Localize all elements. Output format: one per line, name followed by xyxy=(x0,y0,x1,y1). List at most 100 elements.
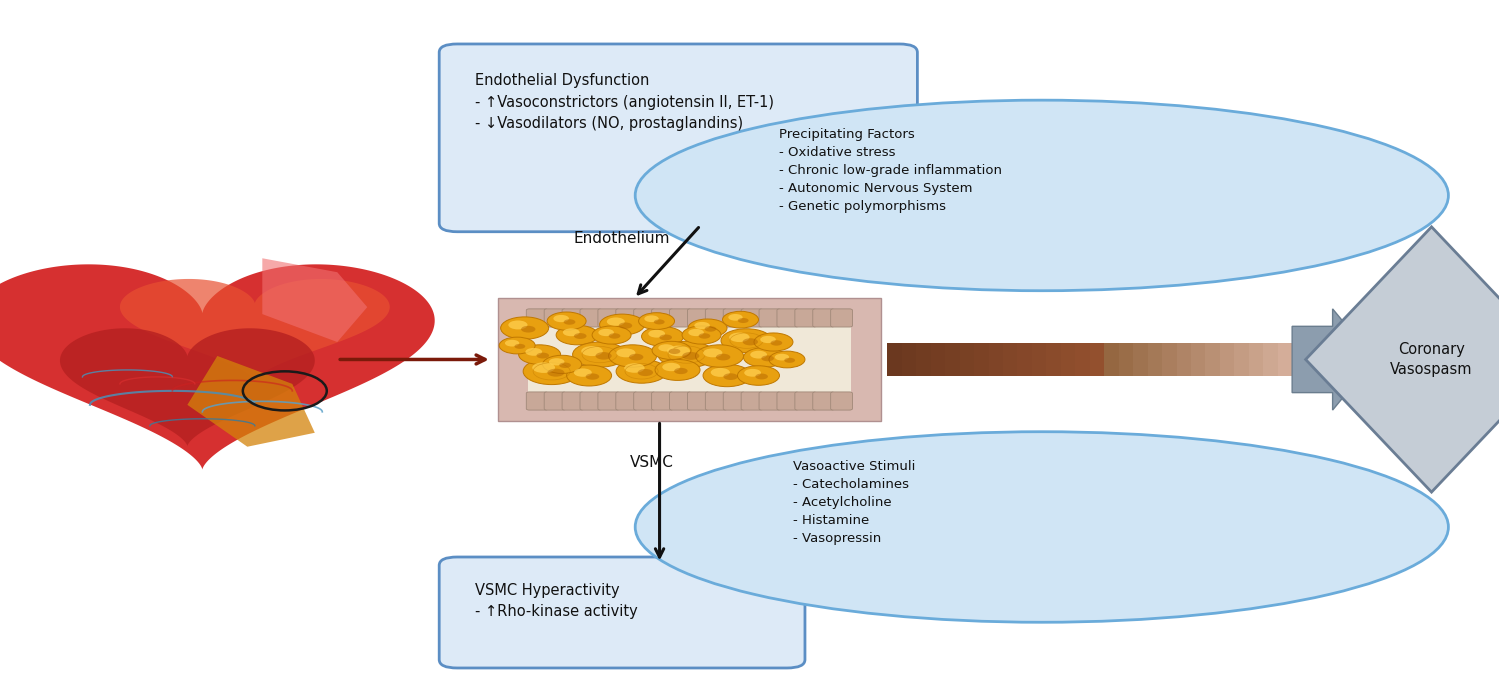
Circle shape xyxy=(703,364,751,387)
Bar xyxy=(1118,343,1133,376)
Bar xyxy=(1075,343,1090,376)
FancyBboxPatch shape xyxy=(812,309,835,327)
Circle shape xyxy=(755,373,767,380)
FancyBboxPatch shape xyxy=(562,392,583,410)
Circle shape xyxy=(721,329,772,352)
Polygon shape xyxy=(262,258,367,342)
Circle shape xyxy=(682,326,721,344)
Circle shape xyxy=(688,319,727,337)
Circle shape xyxy=(729,332,750,342)
Circle shape xyxy=(703,348,723,357)
Text: Vasoactive Stimuli
- Catecholamines
- Acetylcholine
- Histamine
- Vasopressin: Vasoactive Stimuli - Catecholamines - Ac… xyxy=(793,460,914,545)
FancyBboxPatch shape xyxy=(544,392,567,410)
Text: Coronary
Vasospasm: Coronary Vasospasm xyxy=(1390,342,1474,377)
Polygon shape xyxy=(187,356,315,447)
FancyBboxPatch shape xyxy=(741,309,763,327)
Circle shape xyxy=(567,365,612,386)
FancyBboxPatch shape xyxy=(498,299,881,420)
Bar xyxy=(902,343,916,376)
Bar xyxy=(1220,343,1234,376)
Text: Endothelium: Endothelium xyxy=(574,231,670,246)
Bar xyxy=(1205,343,1220,376)
Text: VSMC: VSMC xyxy=(630,455,675,470)
Bar xyxy=(887,343,902,376)
Circle shape xyxy=(616,348,636,357)
FancyBboxPatch shape xyxy=(688,309,709,327)
FancyBboxPatch shape xyxy=(794,392,817,410)
Circle shape xyxy=(724,373,738,380)
Polygon shape xyxy=(120,279,390,381)
Text: VSMC Hyperactivity
- ↑Rho-kinase activity: VSMC Hyperactivity - ↑Rho-kinase activit… xyxy=(475,583,639,619)
Polygon shape xyxy=(1306,227,1499,492)
Circle shape xyxy=(537,352,549,359)
Bar xyxy=(1105,343,1118,376)
Circle shape xyxy=(658,341,715,368)
Circle shape xyxy=(514,344,525,349)
Circle shape xyxy=(775,354,788,360)
FancyBboxPatch shape xyxy=(670,309,691,327)
Circle shape xyxy=(760,336,776,343)
Circle shape xyxy=(547,312,586,330)
Circle shape xyxy=(547,369,565,377)
Circle shape xyxy=(750,350,767,359)
Bar xyxy=(1264,343,1277,376)
Circle shape xyxy=(607,318,625,326)
FancyBboxPatch shape xyxy=(580,309,601,327)
Circle shape xyxy=(711,368,730,377)
Bar xyxy=(1190,343,1205,376)
FancyBboxPatch shape xyxy=(830,392,853,410)
Circle shape xyxy=(660,334,672,341)
Bar xyxy=(1133,343,1148,376)
Text: Precipitating Factors
- Oxidative stress
- Chronic low-grade inflammation
- Auto: Precipitating Factors - Oxidative stress… xyxy=(779,128,1003,214)
Circle shape xyxy=(663,363,681,371)
Circle shape xyxy=(658,344,675,352)
Circle shape xyxy=(744,369,761,377)
Circle shape xyxy=(784,358,794,363)
Circle shape xyxy=(696,345,744,367)
Circle shape xyxy=(742,339,758,346)
FancyBboxPatch shape xyxy=(776,309,799,327)
Bar xyxy=(946,343,959,376)
FancyBboxPatch shape xyxy=(598,309,619,327)
FancyBboxPatch shape xyxy=(830,309,853,327)
Bar xyxy=(1177,343,1192,376)
Bar xyxy=(1249,343,1264,376)
FancyArrow shape xyxy=(1292,309,1375,410)
FancyBboxPatch shape xyxy=(598,392,619,410)
Circle shape xyxy=(699,333,711,339)
Circle shape xyxy=(717,354,730,360)
Circle shape xyxy=(559,362,571,368)
FancyBboxPatch shape xyxy=(723,392,745,410)
FancyBboxPatch shape xyxy=(758,309,781,327)
Circle shape xyxy=(769,351,805,368)
Circle shape xyxy=(523,358,580,385)
Circle shape xyxy=(543,355,582,373)
FancyBboxPatch shape xyxy=(526,392,549,410)
Circle shape xyxy=(738,366,779,385)
Circle shape xyxy=(688,329,705,336)
Circle shape xyxy=(723,311,758,328)
Circle shape xyxy=(639,313,675,329)
Circle shape xyxy=(609,333,621,339)
Circle shape xyxy=(592,326,631,344)
Bar xyxy=(959,343,974,376)
FancyBboxPatch shape xyxy=(439,557,805,668)
FancyBboxPatch shape xyxy=(580,392,601,410)
Circle shape xyxy=(729,314,742,320)
Circle shape xyxy=(652,341,691,359)
Bar xyxy=(1046,343,1061,376)
FancyBboxPatch shape xyxy=(706,392,727,410)
FancyBboxPatch shape xyxy=(758,392,781,410)
FancyBboxPatch shape xyxy=(634,309,655,327)
Circle shape xyxy=(675,368,688,374)
Circle shape xyxy=(609,345,657,367)
Circle shape xyxy=(682,352,700,360)
FancyBboxPatch shape xyxy=(634,392,655,410)
Circle shape xyxy=(648,329,666,338)
FancyBboxPatch shape xyxy=(741,392,763,410)
Bar xyxy=(1277,343,1292,376)
Circle shape xyxy=(549,358,565,366)
Circle shape xyxy=(556,325,598,345)
Circle shape xyxy=(770,340,782,346)
Circle shape xyxy=(705,326,717,332)
